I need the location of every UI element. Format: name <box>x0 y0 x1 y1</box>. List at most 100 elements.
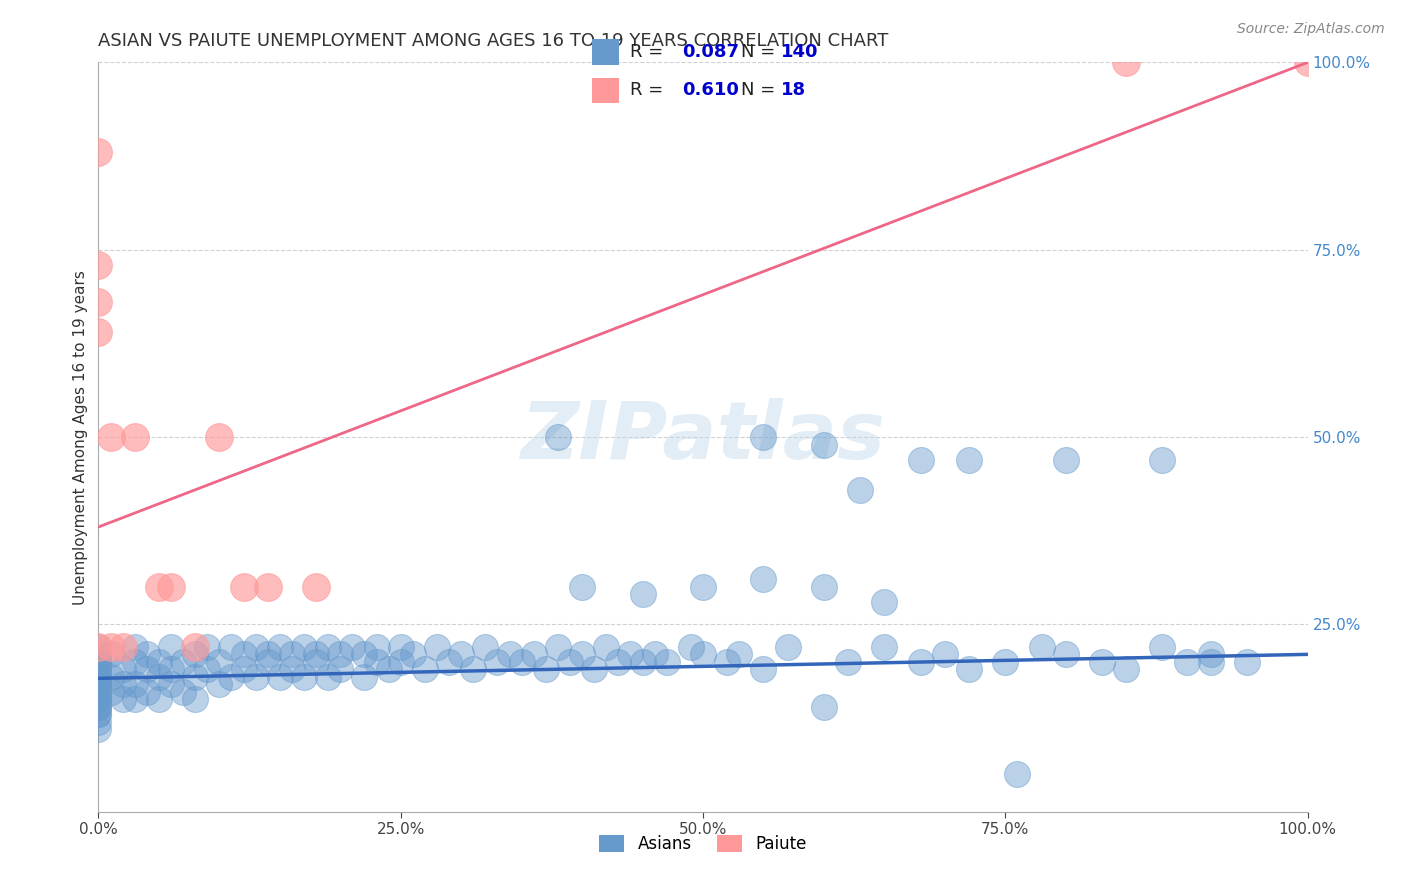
Asians <box>160 677 183 691</box>
Asians <box>1152 452 1174 467</box>
Asians <box>752 662 775 676</box>
Asians <box>523 648 546 662</box>
Asians <box>813 699 835 714</box>
Asians <box>329 648 352 662</box>
Asians <box>208 677 231 691</box>
Asians <box>813 437 835 451</box>
Paiute <box>148 580 170 594</box>
Asians <box>221 640 243 654</box>
Asians <box>413 662 436 676</box>
Asians <box>1054 452 1077 467</box>
Asians <box>87 714 110 729</box>
Asians <box>281 648 304 662</box>
Asians <box>813 580 835 594</box>
Asians <box>87 655 110 669</box>
Asians <box>87 685 110 699</box>
Asians <box>124 655 146 669</box>
Asians <box>316 640 339 654</box>
Paiute <box>208 430 231 444</box>
Asians <box>583 662 606 676</box>
Asians <box>692 648 714 662</box>
Asians <box>716 655 738 669</box>
Asians <box>87 692 110 706</box>
Paiute <box>305 580 328 594</box>
Asians <box>776 640 799 654</box>
Asians <box>256 648 278 662</box>
Asians <box>111 692 134 706</box>
Asians <box>87 699 110 714</box>
Paiute <box>184 640 207 654</box>
Paiute <box>111 640 134 654</box>
Asians <box>160 662 183 676</box>
Asians <box>450 648 472 662</box>
Paiute <box>1296 55 1319 70</box>
Asians <box>87 723 110 737</box>
Asians <box>87 685 110 699</box>
Asians <box>728 648 751 662</box>
Asians <box>571 648 593 662</box>
Asians <box>1091 655 1114 669</box>
Asians <box>111 677 134 691</box>
Asians <box>87 655 110 669</box>
Asians <box>402 648 425 662</box>
Paiute <box>100 430 122 444</box>
Text: N =: N = <box>741 81 782 99</box>
Asians <box>1007 767 1029 781</box>
Asians <box>292 670 315 684</box>
Asians <box>426 640 449 654</box>
Asians <box>353 648 375 662</box>
FancyBboxPatch shape <box>592 39 619 65</box>
Asians <box>172 685 194 699</box>
Asians <box>437 655 460 669</box>
Asians <box>160 640 183 654</box>
Asians <box>910 655 932 669</box>
Asians <box>1031 640 1053 654</box>
Asians <box>644 648 666 662</box>
Paiute <box>1115 55 1137 70</box>
Paiute <box>232 580 254 594</box>
Text: N =: N = <box>741 43 782 61</box>
Asians <box>547 640 569 654</box>
Asians <box>256 655 278 669</box>
Text: Source: ZipAtlas.com: Source: ZipAtlas.com <box>1237 22 1385 37</box>
Asians <box>87 677 110 691</box>
Asians <box>342 640 364 654</box>
Paiute <box>124 430 146 444</box>
Asians <box>124 677 146 691</box>
Asians <box>316 670 339 684</box>
Asians <box>305 648 328 662</box>
Asians <box>389 640 412 654</box>
Asians <box>329 662 352 676</box>
Asians <box>87 707 110 722</box>
Text: 140: 140 <box>780 43 818 61</box>
Asians <box>100 648 122 662</box>
Asians <box>1175 655 1198 669</box>
Text: R =: R = <box>630 43 669 61</box>
Asians <box>752 573 775 587</box>
Asians <box>269 670 291 684</box>
Text: 18: 18 <box>780 81 806 99</box>
Asians <box>87 699 110 714</box>
Text: 0.087: 0.087 <box>682 43 740 61</box>
Asians <box>100 685 122 699</box>
Paiute <box>87 295 110 310</box>
Asians <box>957 452 980 467</box>
Asians <box>631 587 654 601</box>
Legend: Asians, Paiute: Asians, Paiute <box>593 828 813 860</box>
Asians <box>100 670 122 684</box>
Paiute <box>87 640 110 654</box>
Asians <box>292 640 315 654</box>
FancyBboxPatch shape <box>592 78 619 103</box>
Asians <box>305 655 328 669</box>
Asians <box>679 640 702 654</box>
Asians <box>184 692 207 706</box>
Asians <box>595 640 617 654</box>
Asians <box>135 685 157 699</box>
Asians <box>135 648 157 662</box>
Asians <box>87 662 110 676</box>
Asians <box>873 595 896 609</box>
Asians <box>172 655 194 669</box>
Asians <box>87 662 110 676</box>
Asians <box>957 662 980 676</box>
Asians <box>474 640 496 654</box>
